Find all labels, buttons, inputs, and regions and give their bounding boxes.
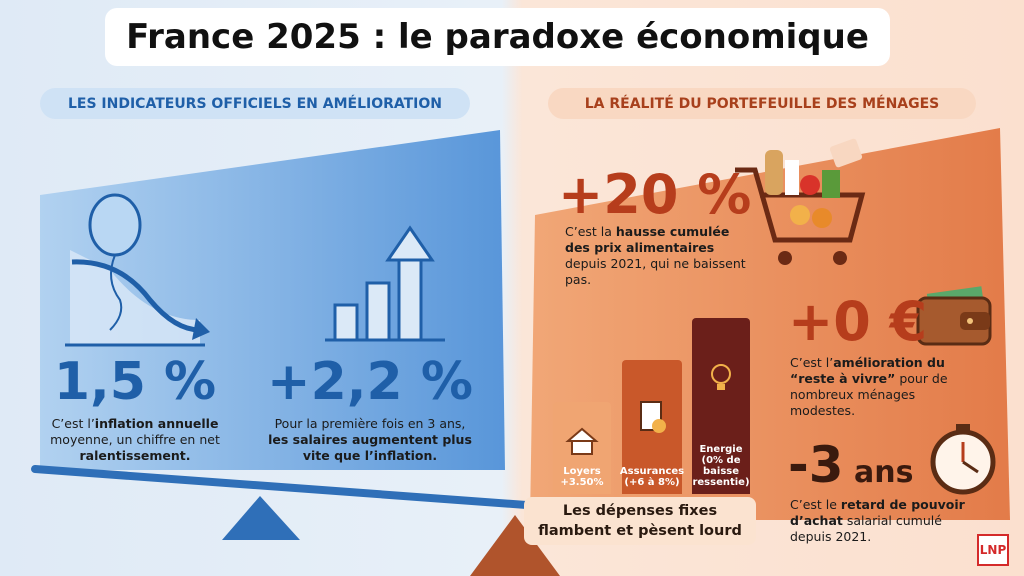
figure: 1,5 % — [53, 352, 217, 412]
text-part: depuis 2021, qui ne baissent pas. — [565, 256, 746, 287]
expense-detail: +3.50% — [560, 477, 604, 488]
figure: -3 ans — [788, 440, 913, 490]
text-part: inflation annuelle — [94, 416, 219, 431]
expense-detail: (+6 à 8%) — [624, 477, 680, 488]
expense-bar: Energie (0% de baisse ressentie) — [692, 318, 750, 494]
page-title: France 2025 : le paradoxe économique — [105, 8, 890, 66]
figure: +0 € — [788, 290, 928, 353]
expense-label: Energie — [699, 444, 743, 455]
text-part: ralentissement. — [79, 448, 191, 463]
text-part: salarial cumulé depuis 2021. — [790, 513, 942, 544]
text-part: pour de nombreux ménages modestes. — [790, 371, 948, 418]
expense-bar: Loyers +3.50% — [553, 402, 611, 494]
description: C’est la hausse cumulée des prix aliment… — [565, 224, 750, 288]
description: C’est l’amélioration du “reste à vivre” … — [790, 355, 980, 419]
figure: +20 % — [558, 163, 752, 226]
text-part: retard de pouvoir d’achat — [790, 497, 965, 528]
figure: +2,2 % — [267, 352, 473, 412]
text-part: les salaires augmentent plus vite que l’… — [268, 432, 472, 463]
description: Pour la première fois en 3 ans, les sala… — [265, 416, 475, 464]
text-part: moyenne, un chiffre en net — [50, 432, 220, 447]
expense-detail: (0% de baisse ressentie) — [692, 455, 750, 488]
expense-label: Assurances — [619, 466, 685, 477]
description: C’est le retard de pouvoir d’achat salar… — [790, 497, 980, 545]
bulb-icon — [711, 364, 731, 390]
logo: LNP — [977, 534, 1009, 566]
text-part: -3 — [788, 436, 844, 494]
document-icon — [640, 401, 666, 433]
left-heading: LES INDICATEURS OFFICIELS EN AMÉLIORATIO… — [40, 88, 470, 119]
right-heading: LA RÉALITÉ DU PORTEFEUILLE DES MÉNAGES — [548, 88, 976, 119]
description: C’est l’inflation annuelle moyenne, un c… — [40, 416, 230, 464]
expense-label: Loyers — [563, 466, 601, 477]
expense-bar: Assurances (+6 à 8%) — [619, 360, 685, 494]
text-part: C’est la — [565, 224, 616, 239]
text-part: C’est le — [790, 497, 841, 512]
text-part: amélioration du “reste à vivre” — [790, 355, 945, 386]
text-part: C’est l’ — [790, 355, 834, 370]
banner: Les dépenses fixes flambent et pèsent lo… — [524, 497, 756, 545]
house-icon — [565, 427, 599, 455]
text-part: ans — [854, 455, 914, 490]
text-part: Pour la première fois en 3 ans, — [274, 416, 466, 431]
text-part: hausse cumulée des prix alimentaires — [565, 224, 730, 255]
text-part: C’est l’ — [51, 416, 95, 431]
